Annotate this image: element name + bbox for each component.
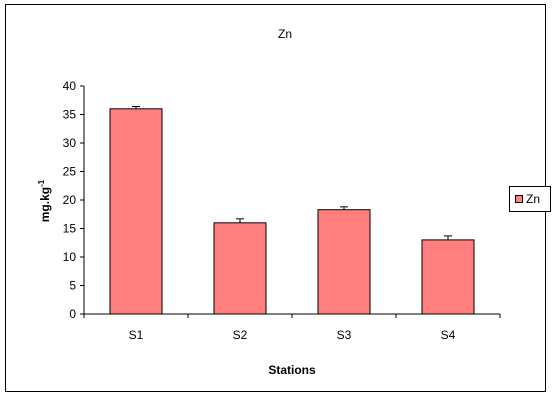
x-tick-label: S4 [441, 328, 456, 342]
bar-s3 [317, 209, 371, 315]
svg-text:mg.kg-1: mg.kg-1 [37, 179, 52, 222]
legend-label-zn: Zn [526, 192, 541, 206]
plot-area: 0 5 10 15 20 25 30 35 40 S1 S2 S3 S4 [63, 79, 501, 342]
y-tick-label: 20 [63, 193, 77, 207]
chart-frame [5, 4, 546, 392]
y-tick-label: 5 [69, 279, 76, 293]
legend-swatch-zn [515, 195, 523, 203]
y-tick-label: 0 [69, 307, 76, 321]
x-tick-label: S3 [337, 328, 352, 342]
bar-s2 [213, 222, 267, 315]
bar-s4 [421, 239, 475, 315]
x-tick-label: S2 [233, 328, 248, 342]
chart-title: Zn [278, 27, 292, 41]
y-axis-title-text: mg.kg [38, 187, 52, 222]
y-tick-label: 15 [63, 222, 77, 236]
y-tick-label: 25 [63, 165, 77, 179]
y-tick-label: 35 [63, 108, 77, 122]
x-tick-label: S1 [129, 328, 144, 342]
y-tick-label: 40 [63, 79, 77, 93]
legend: Zn [509, 186, 551, 212]
x-axis-title: Stations [268, 363, 316, 377]
y-tick-label: 30 [63, 136, 77, 150]
y-axis-title: mg.kg-1 [37, 179, 52, 222]
y-tick-label: 10 [63, 250, 77, 264]
bar-s1 [109, 108, 163, 315]
y-axis-title-superscript: -1 [37, 179, 46, 187]
